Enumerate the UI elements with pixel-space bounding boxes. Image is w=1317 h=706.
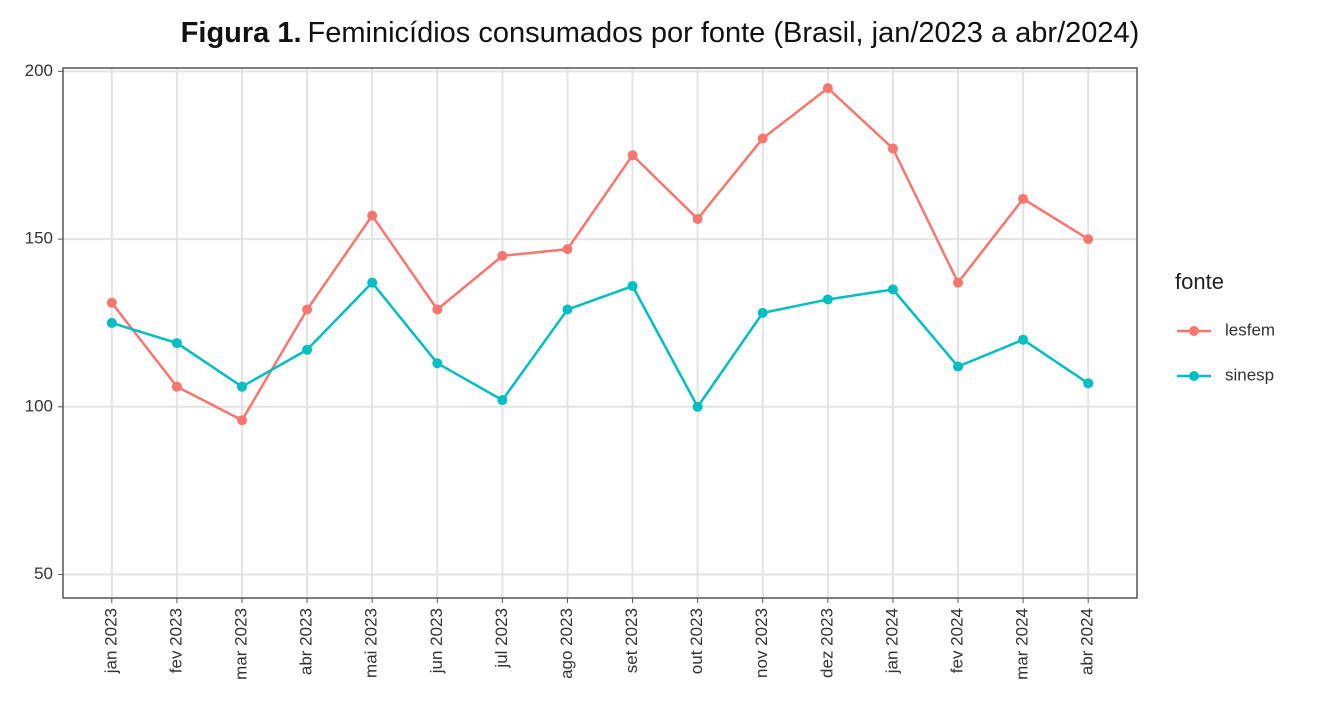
data-point	[367, 210, 378, 221]
data-point	[627, 150, 638, 161]
data-point	[757, 307, 768, 318]
x-tick-label: jan 2024	[882, 608, 901, 674]
data-point	[171, 381, 182, 392]
data-point	[1018, 193, 1029, 204]
data-point	[953, 277, 963, 288]
data-point	[1083, 378, 1094, 389]
x-tick-label: jun 2023	[427, 608, 446, 674]
data-point	[562, 244, 573, 255]
legend-label: lesfem	[1225, 320, 1275, 339]
data-point	[692, 213, 703, 224]
data-point	[302, 304, 313, 315]
data-point	[237, 415, 247, 426]
x-tick-label: fev 2024	[947, 608, 966, 673]
data-point	[367, 277, 378, 288]
chart-title: Figura 1. Feminicídios consumados por fon…	[181, 17, 1140, 49]
data-point	[1083, 234, 1094, 245]
x-tick-label: nov 2023	[752, 608, 771, 678]
x-tick-label: jan 2023	[101, 608, 120, 674]
data-point	[106, 317, 117, 328]
x-tick-label: mai 2023	[362, 608, 381, 678]
x-tick-label: ago 2023	[557, 608, 576, 679]
y-tick-label: 200	[25, 61, 53, 80]
data-point	[692, 401, 703, 412]
data-point	[432, 358, 443, 369]
x-tick-label: out 2023	[687, 608, 706, 674]
figure-label: Figura 1.	[181, 17, 302, 49]
data-point	[562, 304, 573, 315]
legend-dot	[1189, 371, 1199, 381]
y-tick-label: 100	[25, 396, 53, 415]
legend-dot	[1189, 326, 1199, 336]
data-point	[171, 338, 182, 349]
data-point	[1018, 334, 1029, 345]
data-point	[497, 250, 508, 261]
data-point	[106, 297, 117, 308]
legend-label: sinesp	[1225, 365, 1274, 384]
data-point	[887, 143, 898, 154]
x-tick-label: set 2023	[622, 608, 641, 673]
series-line	[111, 280, 1089, 410]
legend-title: fonte	[1175, 269, 1224, 294]
data-point	[302, 344, 313, 355]
data-point	[237, 381, 247, 392]
x-tick-label: abr 2023	[297, 608, 316, 675]
data-point	[822, 294, 833, 305]
y-tick-label: 50	[34, 564, 53, 583]
x-tick-label: fev 2023	[166, 608, 185, 673]
data-point	[432, 304, 443, 315]
data-point	[757, 133, 768, 144]
data-point	[497, 395, 508, 406]
data-point	[822, 83, 833, 94]
data-point	[953, 361, 963, 372]
plot-border	[62, 67, 1138, 599]
x-tick-label: dez 2023	[817, 608, 836, 678]
title-text: Feminicídios consumados por fonte (Brasi…	[308, 17, 1140, 49]
x-tick-label: jul 2023	[492, 608, 511, 669]
series-line	[110, 86, 1089, 422]
x-tick-label: mar 2023	[231, 608, 250, 680]
data-point	[887, 284, 898, 295]
y-tick-label: 150	[25, 229, 53, 248]
x-tick-label: abr 2024	[1078, 608, 1097, 675]
x-tick-label: mar 2024	[1013, 608, 1032, 680]
data-point	[627, 281, 638, 292]
